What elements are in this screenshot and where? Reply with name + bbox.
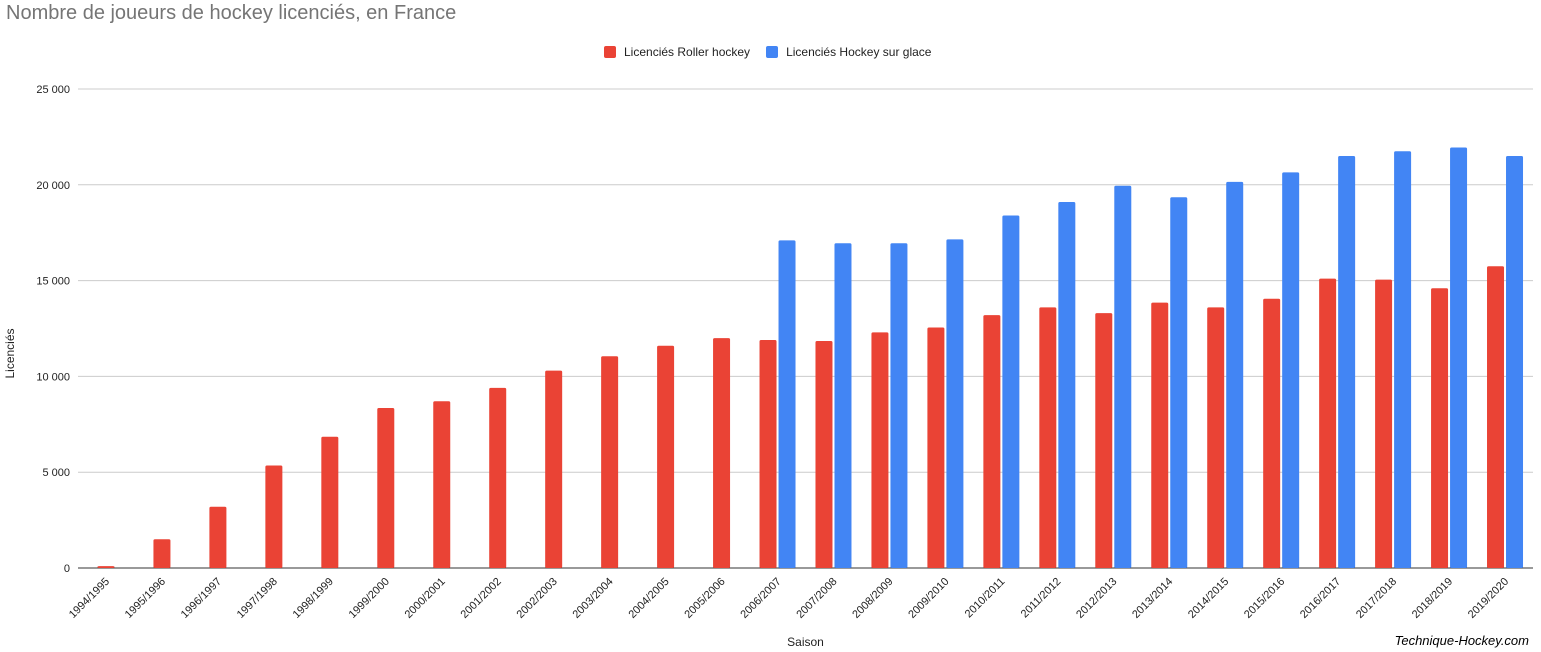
- chart-title: Nombre de joueurs de hockey licenciés, e…: [6, 2, 457, 24]
- x-tick-label: 1994/1995: [67, 576, 112, 621]
- bar-roller: [1095, 313, 1113, 568]
- bar-ice: [946, 239, 964, 568]
- y-tick-label: 0: [64, 563, 70, 575]
- bar-roller: [983, 315, 1001, 568]
- y-tick-label: 10 000: [36, 371, 70, 383]
- legend-swatch-ice: [766, 46, 779, 58]
- bar-roller: [1207, 307, 1225, 568]
- x-tick-label: 1995/1996: [123, 576, 168, 621]
- x-tick-label: 2014/2015: [1186, 576, 1231, 621]
- x-tick-label: 1999/2000: [347, 576, 392, 621]
- legend-label-roller: Licenciés Roller hockey: [624, 45, 751, 59]
- bar-ice: [1338, 156, 1356, 568]
- x-tick-label: 1996/1997: [179, 576, 224, 621]
- bar-roller: [759, 339, 777, 568]
- x-tick-label: 2000/2001: [403, 576, 448, 621]
- bar-roller: [1263, 298, 1281, 568]
- x-tick-label: 2005/2006: [682, 576, 727, 621]
- bar-ice: [1450, 147, 1468, 569]
- bar-roller: [433, 401, 451, 568]
- x-tick-label: 1997/1998: [235, 576, 280, 621]
- x-tick-label: 2008/2009: [850, 576, 895, 621]
- legend-item-roller[interactable]: Licenciés Roller hockey: [604, 45, 750, 59]
- y-tick-label: 5 000: [42, 467, 70, 479]
- bar-ice: [1058, 202, 1076, 568]
- bar-roller: [153, 539, 171, 568]
- x-tick-label: 2015/2016: [1242, 576, 1287, 621]
- bar-roller: [545, 370, 563, 568]
- bar-ice: [1506, 156, 1524, 568]
- legend-label-ice: Licenciés Hockey sur glace: [786, 45, 932, 59]
- x-tick-label: 1998/1999: [291, 576, 336, 621]
- bar-ice: [778, 240, 796, 568]
- bar-roller: [489, 387, 507, 568]
- bar-ice: [1282, 172, 1300, 568]
- x-tick-label: 2010/2011: [963, 576, 1008, 621]
- bar-roller: [97, 566, 115, 568]
- bar-ice: [1394, 151, 1412, 568]
- x-tick-label: 2016/2017: [1298, 576, 1343, 621]
- x-tick-label: 2004/2005: [626, 576, 671, 621]
- x-tick-label: 2002/2003: [515, 576, 560, 621]
- bar-roller: [377, 408, 395, 568]
- x-tick-label: 2007/2008: [794, 576, 839, 621]
- x-tick-label: 2009/2010: [906, 576, 951, 621]
- bar-roller: [1375, 279, 1393, 568]
- x-axis-title: Saison: [787, 635, 824, 649]
- x-tick-label: 2018/2019: [1410, 576, 1455, 621]
- bar-ice: [834, 243, 852, 568]
- bar-roller: [871, 332, 889, 568]
- x-tick-label: 2019/2020: [1466, 576, 1511, 621]
- x-tick-label: 2012/2013: [1074, 576, 1119, 621]
- y-tick-label: 25 000: [36, 84, 70, 96]
- bar-roller: [657, 345, 675, 568]
- bar-roller: [927, 327, 945, 568]
- bar-ice: [1170, 197, 1188, 568]
- credit-text: Technique-Hockey.com: [1394, 633, 1529, 648]
- x-tick-label: 2011/2012: [1019, 576, 1064, 621]
- bar-ice: [890, 243, 908, 568]
- bar-roller: [815, 340, 833, 568]
- y-tick-label: 15 000: [36, 276, 70, 288]
- bar-roller: [713, 338, 731, 568]
- x-tick-label: 2017/2018: [1354, 576, 1399, 621]
- legend-item-ice[interactable]: Licenciés Hockey sur glace: [766, 45, 931, 59]
- x-tick-label: 2013/2014: [1130, 576, 1175, 621]
- bar-roller: [1319, 278, 1337, 568]
- y-tick-label: 20 000: [36, 180, 70, 192]
- bar-roller: [1151, 302, 1169, 568]
- bar-roller: [321, 436, 339, 568]
- bar-roller: [601, 356, 619, 568]
- bar-roller: [209, 506, 227, 568]
- legend-swatch-roller: [604, 46, 616, 58]
- bar-roller: [1487, 266, 1505, 568]
- x-tick-label: 2001/2002: [459, 576, 504, 621]
- bar-roller: [265, 465, 283, 568]
- x-tick-label: 2006/2007: [738, 576, 783, 621]
- x-tick-label: 2003/2004: [571, 576, 616, 621]
- y-axis-title: Licenciés: [3, 328, 17, 378]
- bar-roller: [1039, 307, 1057, 568]
- bar-ice: [1226, 181, 1244, 568]
- bar-ice: [1114, 185, 1132, 568]
- bar-roller: [1431, 288, 1449, 568]
- bar-ice: [1002, 215, 1020, 568]
- legend: Licenciés Roller hockey Licenciés Hockey…: [604, 45, 947, 59]
